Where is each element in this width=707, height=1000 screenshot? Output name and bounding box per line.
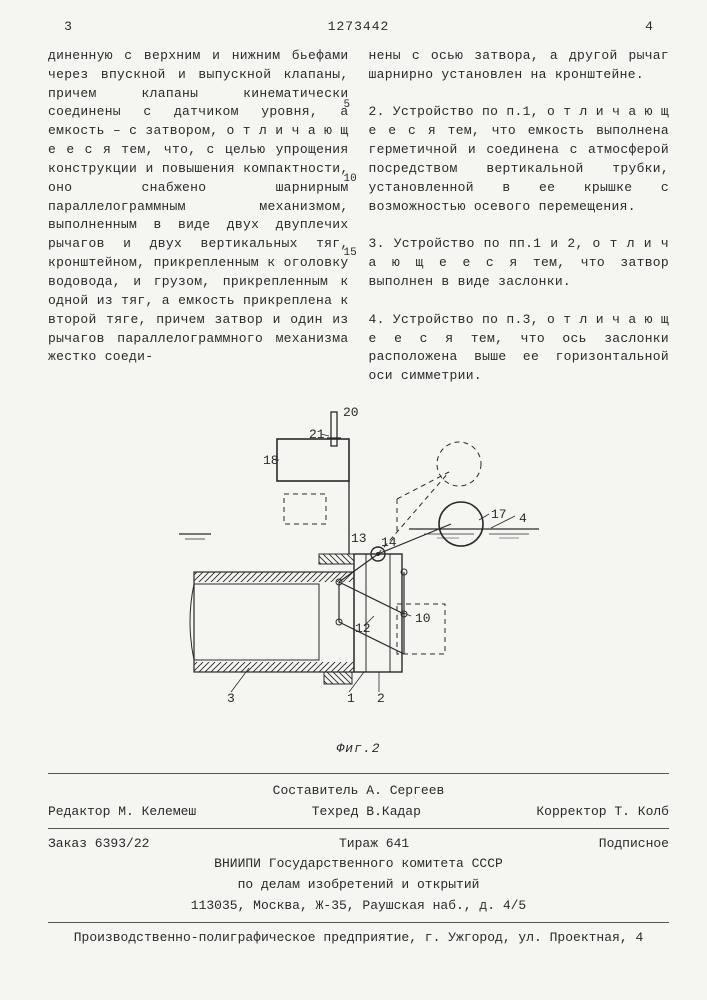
- tech-editor: Техред В.Кадар: [312, 803, 421, 822]
- svg-text:17: 17: [491, 507, 507, 522]
- svg-text:14: 14: [381, 535, 397, 550]
- org-line-1: ВНИИПИ Государственного комитета СССР: [48, 855, 669, 874]
- line-marker-10: 10: [344, 172, 357, 188]
- svg-text:4: 4: [519, 511, 527, 526]
- leader-lines: [231, 434, 515, 692]
- order-number: Заказ 6393/22: [48, 835, 149, 854]
- svg-text:18: 18: [263, 453, 279, 468]
- svg-text:3: 3: [227, 691, 235, 706]
- figure-caption: Фиг.2: [48, 740, 669, 759]
- text-columns: диненную с верхним и нижним бьефами чере…: [48, 47, 669, 386]
- header-row: 3 1273442 4: [48, 18, 669, 37]
- svg-text:20: 20: [343, 405, 359, 420]
- svg-text:10: 10: [415, 611, 431, 626]
- figure-block: 1 2 3 4 10 12 13 14 17 18 20 21: [48, 404, 669, 759]
- right-column: нены с осью затвора, а другой рычаг шарн…: [369, 47, 670, 386]
- line-marker-15: 15: [344, 246, 357, 262]
- tirazh: Тираж 641: [339, 835, 409, 854]
- figure-diagram: 1 2 3 4 10 12 13 14 17 18 20 21: [179, 404, 539, 734]
- svg-text:13: 13: [351, 531, 367, 546]
- footer: Производственно-полиграфическое предприя…: [48, 922, 669, 948]
- line-marker-5: 5: [344, 98, 351, 114]
- editor: Редактор М. Келемеш: [48, 803, 196, 822]
- page: 3 1273442 4 5 10 15 диненную с верхним и…: [0, 0, 707, 1000]
- conduit: [190, 572, 354, 672]
- org-line-2: по делам изобретений и открытий: [48, 876, 669, 895]
- document-number: 1273442: [88, 18, 629, 37]
- page-number-right: 4: [629, 18, 669, 37]
- svg-text:1: 1: [347, 691, 355, 706]
- float-ball: [439, 502, 483, 546]
- signed: Подписное: [599, 835, 669, 854]
- order-row: Заказ 6393/22 Тираж 641 Подписное: [48, 835, 669, 854]
- svg-text:12: 12: [355, 621, 371, 636]
- address: 113035, Москва, Ж-35, Раушская наб., д. …: [48, 897, 669, 916]
- staff-row: Редактор М. Келемеш Техред В.Кадар Корре…: [48, 803, 669, 822]
- left-column: диненную с верхним и нижним бьефами чере…: [48, 47, 349, 386]
- base-block: [324, 672, 352, 684]
- alt-tank-pos: [284, 494, 326, 524]
- page-number-left: 3: [48, 18, 88, 37]
- compiler: Составитель А. Сергеев: [48, 782, 669, 801]
- svg-text:2: 2: [377, 691, 385, 706]
- corrector: Корректор Т. Колб: [536, 803, 669, 822]
- credits-block: Составитель А. Сергеев Редактор М. Келем…: [48, 773, 669, 948]
